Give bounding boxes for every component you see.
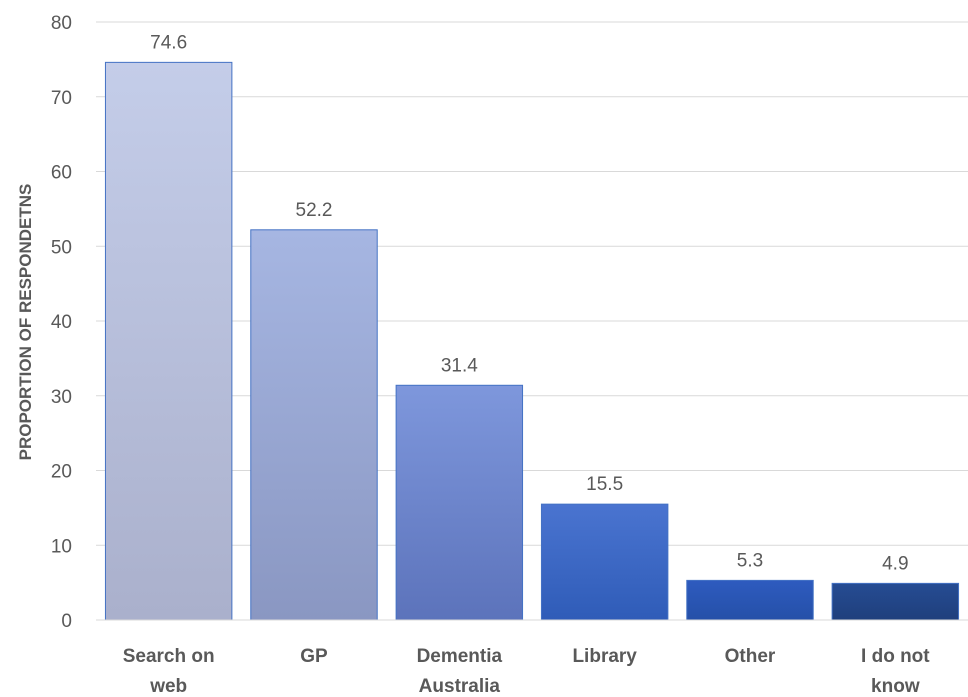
y-tick-label: 60 — [51, 163, 72, 184]
data-label: 74.6 — [150, 32, 187, 53]
y-tick-label: 0 — [61, 611, 72, 632]
bar — [395, 384, 524, 621]
y-tick-label: 20 — [51, 462, 72, 483]
bar — [250, 229, 378, 621]
bar — [104, 61, 233, 621]
y-axis-title: PROPORTION OF RESPONDETNS — [16, 184, 35, 461]
x-tick-label: Other — [725, 646, 776, 667]
data-label: 31.4 — [441, 355, 478, 376]
bar — [831, 582, 960, 621]
y-tick-label: 70 — [51, 88, 72, 109]
x-tick-label: I do not know — [861, 646, 930, 697]
bar — [540, 503, 669, 621]
x-tick-label: Search on web — [123, 646, 215, 697]
y-axis-ticks: 0 10 20 30 40 50 60 70 80 — [51, 13, 72, 632]
bar — [686, 579, 814, 621]
data-label: 15.5 — [586, 474, 623, 495]
data-label: 4.9 — [882, 553, 908, 574]
bars — [104, 61, 960, 621]
x-tick-label: Dementia Australia — [417, 646, 503, 697]
data-labels: 74.6 52.2 31.4 15.5 5.3 4.9 — [150, 32, 908, 574]
x-axis-categories: Search on web GP Dementia Australia Library Ot… — [123, 646, 931, 697]
gridlines — [96, 21, 968, 546]
x-tick-label: Library — [572, 646, 637, 667]
data-label: 52.2 — [296, 200, 333, 221]
x-tick-label: GP — [300, 646, 328, 667]
y-tick-label: 10 — [51, 536, 72, 557]
y-tick-label: 80 — [51, 13, 72, 34]
data-label: 5.3 — [737, 550, 763, 571]
y-tick-label: 40 — [51, 312, 72, 333]
y-tick-label: 50 — [51, 237, 72, 258]
y-tick-label: 30 — [51, 387, 72, 408]
